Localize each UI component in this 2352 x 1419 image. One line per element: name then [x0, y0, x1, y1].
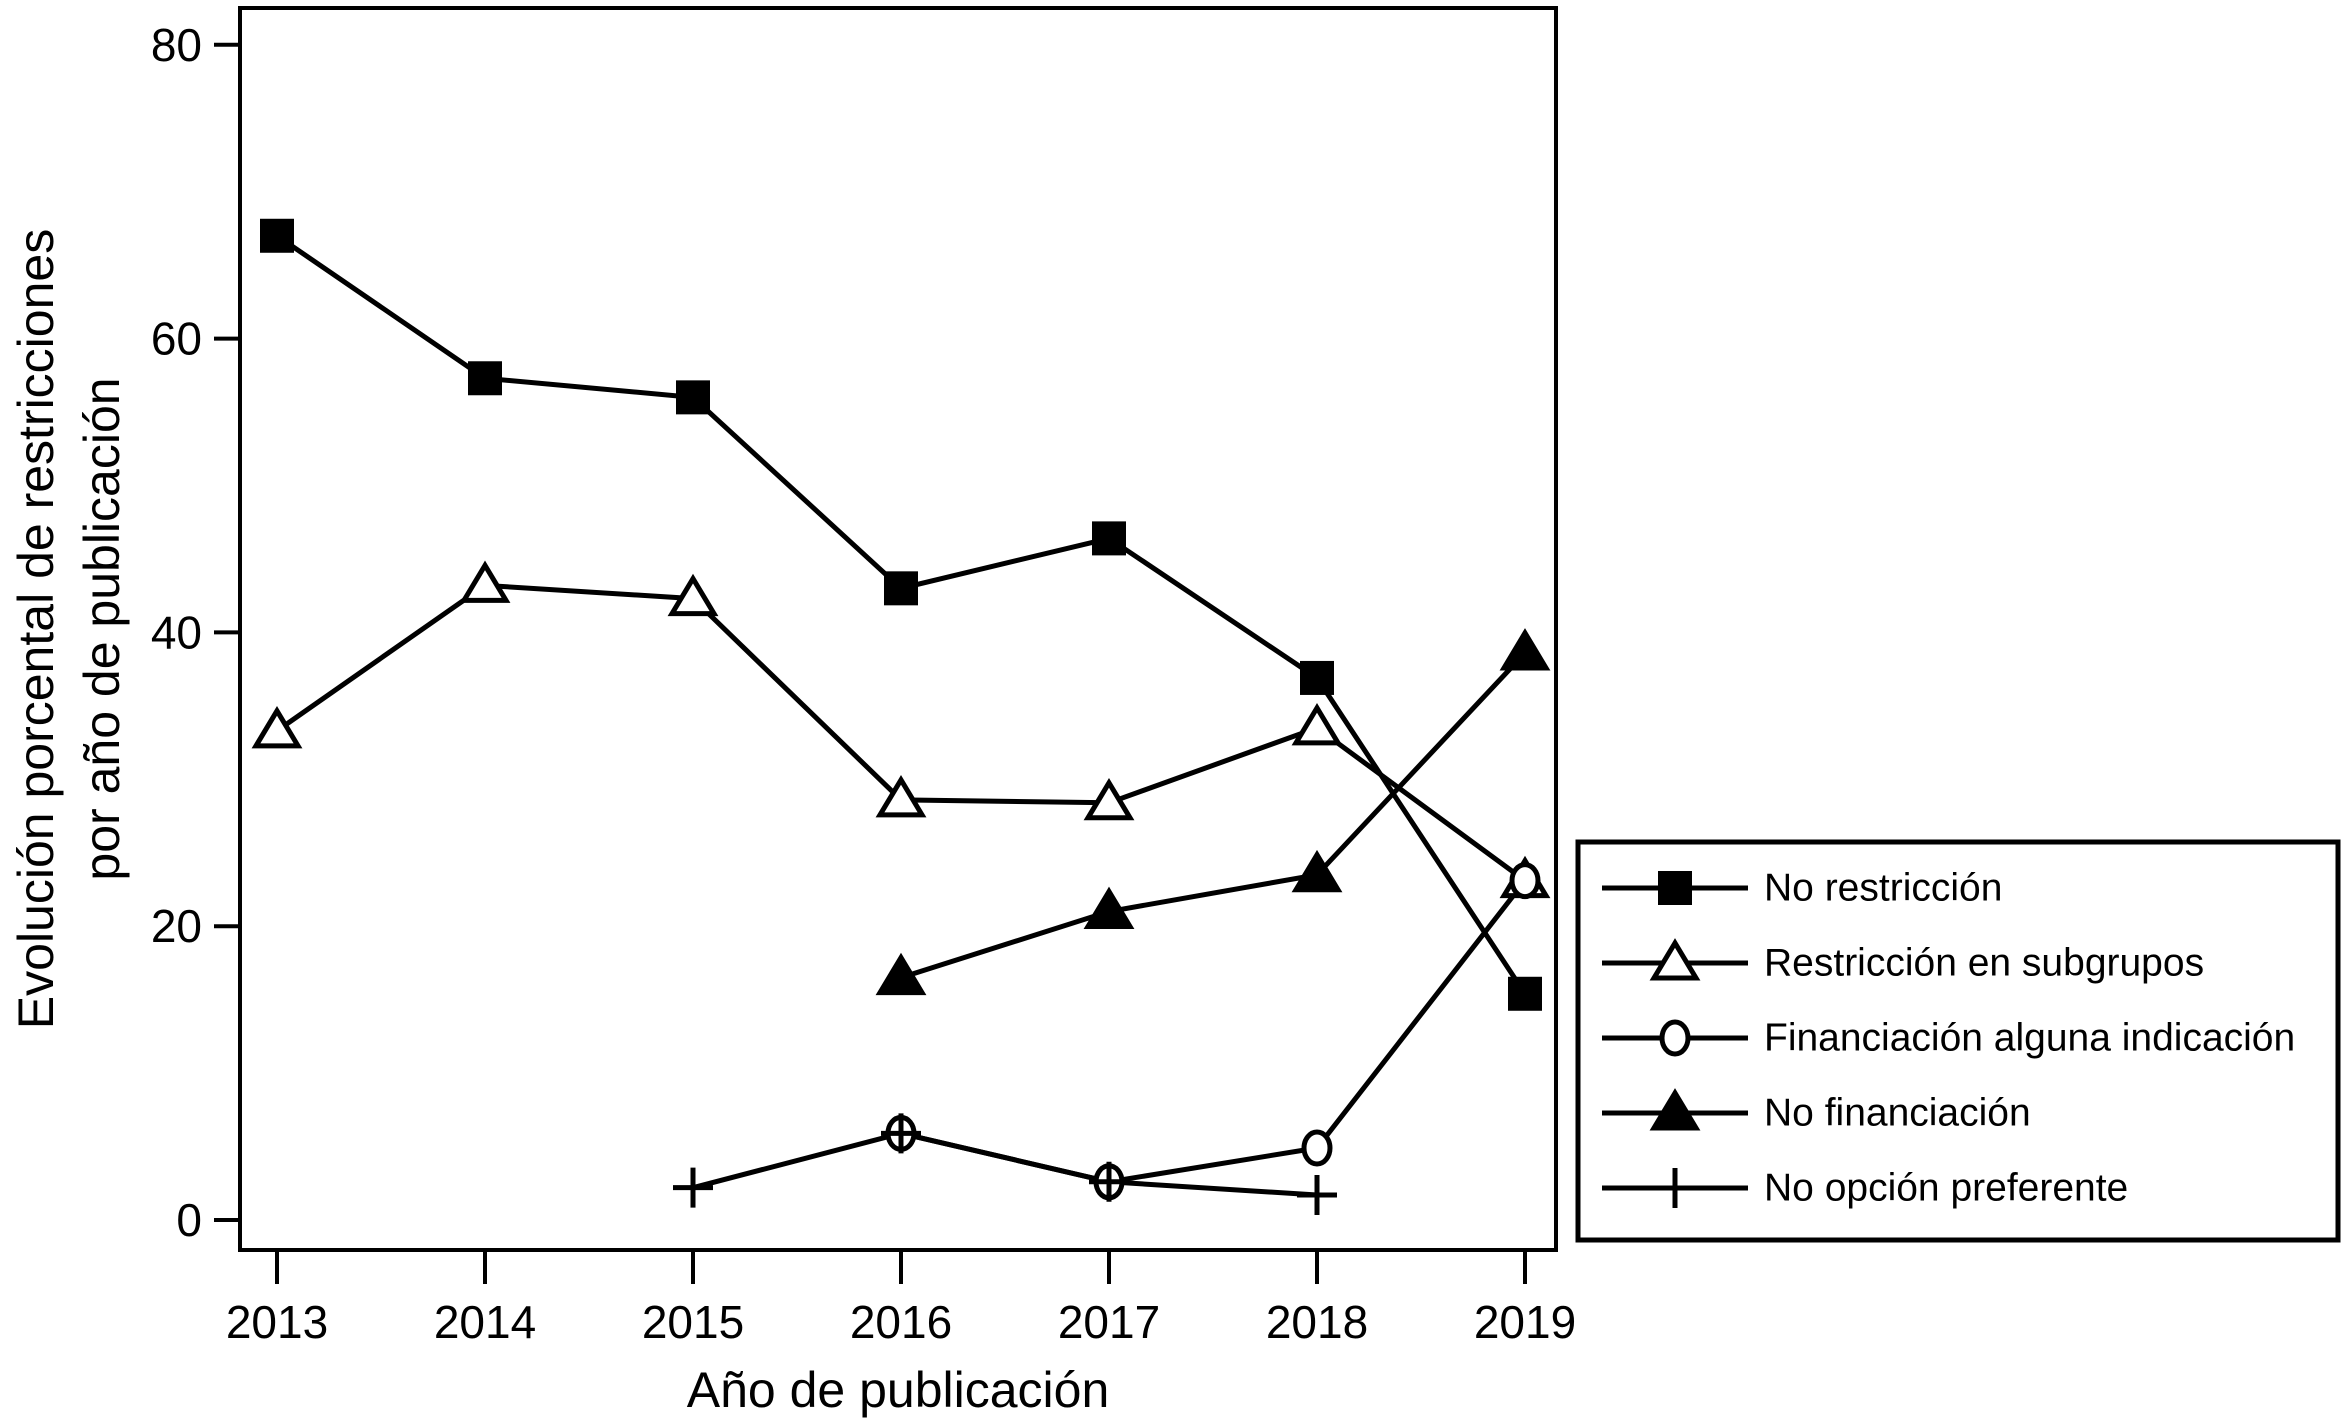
marker-no-opcion-preferente-2017: [1089, 1161, 1129, 1202]
legend-label-restriccion-en-subgrupos: Restricción en subgrupos: [1764, 942, 2204, 985]
x-axis-tick-label: 2014: [434, 1296, 536, 1348]
marker-no-financiacion-2016: [875, 952, 927, 996]
marker-financiacion-alguna-indicacion-2018: [1301, 1129, 1333, 1167]
legend-label-financiacion-alguna-indicacion: Financiación alguna indicación: [1764, 1017, 2295, 1060]
marker-restriccion-en-subgrupos-2015: [667, 573, 719, 617]
legend-marker-financiacion-alguna-indicacion: [1659, 1019, 1691, 1057]
plot-border: [238, 6, 1558, 1252]
marker-no-restriccion-2018: [1300, 660, 1334, 695]
legend-label-no-restriccion: No restricción: [1764, 867, 2002, 910]
series-line-no-financiacion: [900, 651, 1527, 980]
marker-no-opcion-preferente-2016: [881, 1113, 921, 1154]
x-axis-tick-label: 2018: [1266, 1296, 1368, 1348]
x-axis-tick-label: 2016: [850, 1296, 952, 1348]
marker-no-restriccion-2019: [1508, 976, 1542, 1011]
x-axis-title: Año de publicación: [687, 1362, 1110, 1418]
x-axis-tick-label: 2017: [1058, 1296, 1160, 1348]
marker-restriccion-en-subgrupos-2018: [1291, 703, 1343, 746]
marker-no-financiacion-2018: [1291, 849, 1343, 893]
series-line-no-opcion-preferente: [692, 1130, 1318, 1198]
y-axis-tick-label: 40: [151, 606, 202, 658]
marker-no-restriccion-2016: [884, 571, 918, 606]
marker-financiacion-alguna-indicacion-2019: [1509, 862, 1541, 900]
y-axis-tick-label: 20: [151, 900, 202, 952]
marker-no-financiacion-2019: [1499, 628, 1551, 671]
y-axis-title-line-1: Evolución porcental de restricciones: [8, 229, 64, 1029]
marker-restriccion-en-subgrupos-2017: [1083, 777, 1135, 821]
legend-box: [1575, 839, 2341, 1243]
y-axis-tick-label: 60: [151, 313, 202, 365]
legend-marker-no-financiacion: [1649, 1088, 1701, 1131]
marker-no-restriccion-2015: [676, 380, 710, 415]
x-axis-tick-label: 2013: [226, 1296, 328, 1348]
y-axis-title-line-2: por año de publicación: [74, 377, 130, 880]
marker-restriccion-en-subgrupos-2014: [459, 560, 511, 603]
marker-no-opcion-preferente-2018: [1297, 1175, 1337, 1216]
marker-no-financiacion-2017: [1083, 886, 1135, 930]
legend-label-no-opcion-preferente: No opción preferente: [1764, 1167, 2128, 1210]
x-axis-tick-label: 2019: [1474, 1296, 1576, 1348]
y-axis-tick-label: 0: [176, 1194, 202, 1246]
x-axis-tick-label: 2015: [642, 1296, 744, 1348]
marker-restriccion-en-subgrupos-2013: [251, 705, 303, 749]
legend-marker-no-restriccion: [1658, 871, 1692, 905]
legend-label-no-financiacion: No financiación: [1764, 1092, 2031, 1135]
marker-no-restriccion-2013: [260, 218, 294, 253]
marker-no-restriccion-2017: [1092, 521, 1126, 556]
marker-no-opcion-preferente-2015: [673, 1167, 713, 1208]
marker-no-restriccion-2014: [468, 361, 502, 396]
marker-restriccion-en-subgrupos-2016: [875, 775, 927, 818]
y-axis-tick-label: 80: [151, 19, 202, 71]
legend-marker-restriccion-en-subgrupos: [1649, 938, 1701, 981]
legend-marker-no-opcion-preferente: [1655, 1168, 1695, 1208]
